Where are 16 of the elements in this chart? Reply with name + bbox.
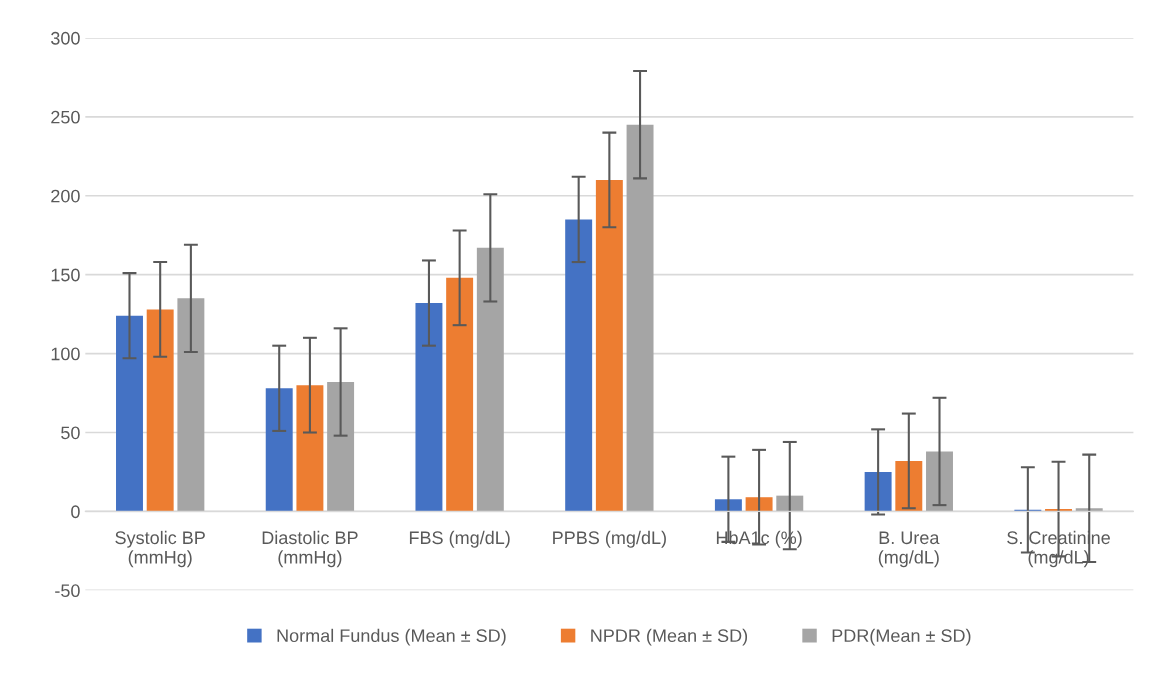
y-tick-label: 250 xyxy=(51,110,80,124)
x-tick-label: Diastolic BP (mmHg) xyxy=(262,530,358,568)
y-tick-label: 200 xyxy=(51,189,80,203)
y-tick-label: 50 xyxy=(61,426,80,440)
y-tick-label: 0 xyxy=(71,505,80,519)
legend-label: NPDR (Mean ± SD) xyxy=(591,628,748,646)
x-tick-label: PPBS (mg/dL) xyxy=(553,530,666,548)
y-tick-label: 150 xyxy=(51,268,80,282)
y-tick-label: -50 xyxy=(55,584,80,598)
y-tick-label: 100 xyxy=(51,347,80,361)
legend-label: PDR(Mean ± SD) xyxy=(832,628,971,646)
x-tick-label: FBS (mg/dL) xyxy=(409,530,510,548)
y-tick-label: 300 xyxy=(51,31,80,45)
legend-label: Normal Fundus (Mean ± SD) xyxy=(277,628,506,646)
x-tick-label: B. Urea (mg/dL) xyxy=(878,531,940,568)
x-tick-label: Systolic BP (mmHg) xyxy=(115,530,205,568)
